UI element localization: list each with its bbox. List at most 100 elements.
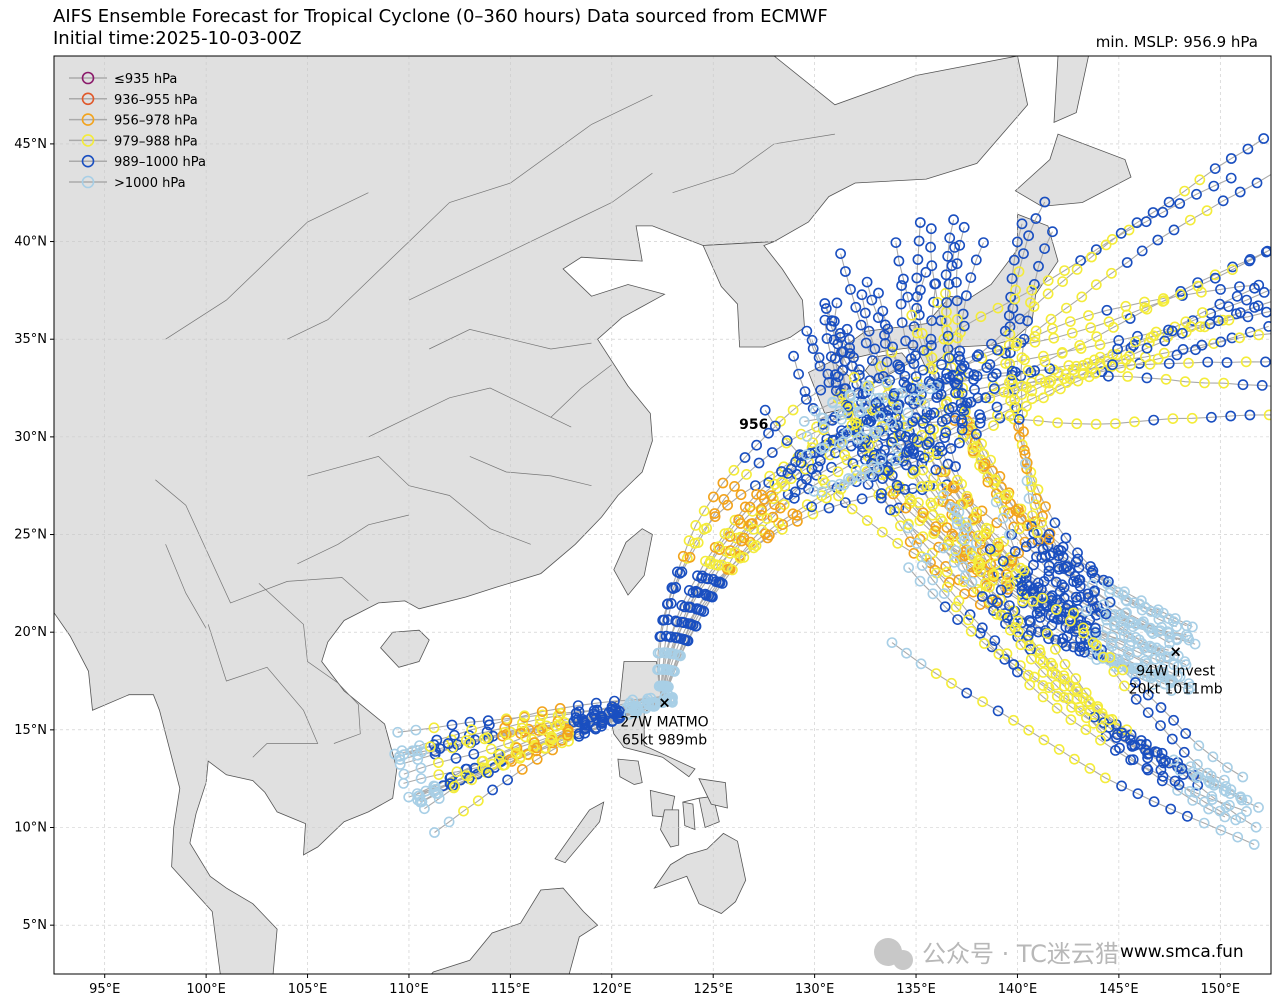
track-point xyxy=(972,392,984,404)
track-point xyxy=(881,356,893,368)
track-point xyxy=(829,352,841,364)
track-point xyxy=(1244,409,1256,421)
track-point xyxy=(515,751,527,763)
track-point xyxy=(1198,817,1210,829)
track-point xyxy=(946,528,958,540)
track-point xyxy=(672,566,683,578)
track-point xyxy=(1215,336,1227,348)
storm-info: 65kt 989mb xyxy=(622,733,707,749)
track-point xyxy=(1022,630,1034,642)
track-point xyxy=(818,422,830,434)
track-point xyxy=(940,427,952,439)
track-point xyxy=(1035,654,1046,666)
track-point xyxy=(511,742,523,754)
track-point xyxy=(801,473,812,485)
track-point xyxy=(1027,510,1038,521)
track-point xyxy=(1043,682,1055,693)
track-point xyxy=(759,404,771,416)
track-point xyxy=(723,527,734,539)
track-point xyxy=(1092,701,1104,712)
track-point xyxy=(519,710,530,722)
track-point xyxy=(1050,643,1061,655)
track-point xyxy=(1160,373,1172,385)
track-point xyxy=(942,581,953,593)
track-point xyxy=(1049,517,1061,529)
track-point xyxy=(997,555,1009,567)
track-point xyxy=(1125,754,1137,766)
track-point xyxy=(415,773,427,784)
track-point xyxy=(979,638,990,649)
border-line xyxy=(258,583,361,744)
track-point xyxy=(915,658,927,670)
track-point xyxy=(1101,304,1113,316)
track-point xyxy=(918,344,930,356)
track-point xyxy=(702,573,714,585)
track-point xyxy=(398,768,410,780)
track-point xyxy=(923,436,935,448)
track-point xyxy=(878,392,889,404)
track-point xyxy=(977,696,988,708)
track-point xyxy=(1080,687,1092,699)
track-point xyxy=(1002,612,1013,624)
track-point xyxy=(807,402,819,414)
track-point xyxy=(1023,230,1034,242)
land-layer xyxy=(54,56,1132,974)
track-point xyxy=(941,566,953,578)
track-point xyxy=(809,405,821,417)
land-korea xyxy=(702,241,805,348)
lat-tick-label: 40°N xyxy=(14,235,47,250)
track-point xyxy=(1008,714,1019,726)
track-point xyxy=(389,748,401,760)
track-point xyxy=(1240,356,1252,368)
track-point xyxy=(1253,802,1264,813)
track-point xyxy=(1261,306,1271,318)
track-point xyxy=(1051,702,1063,714)
track-point xyxy=(850,301,862,313)
track-point xyxy=(1189,638,1201,650)
track-point xyxy=(1090,622,1101,634)
ensemble-track xyxy=(945,247,1196,645)
track-point xyxy=(887,488,899,500)
track-point xyxy=(950,461,961,472)
track-point xyxy=(935,315,947,327)
track-point xyxy=(876,488,887,499)
track-point xyxy=(665,648,677,659)
border-line xyxy=(307,456,531,545)
track-point xyxy=(708,491,719,503)
track-point xyxy=(517,717,528,729)
track-point xyxy=(927,574,939,586)
track-point xyxy=(900,502,912,514)
track-point xyxy=(1022,364,1034,376)
track-point xyxy=(870,428,882,439)
track-point xyxy=(1168,224,1180,236)
track-point xyxy=(835,331,846,343)
track-point xyxy=(1046,590,1058,602)
track-point xyxy=(1220,781,1232,792)
track-point xyxy=(1166,325,1178,337)
track-point xyxy=(971,428,982,440)
track-point xyxy=(989,474,1001,485)
track-point xyxy=(941,368,953,379)
track-point xyxy=(840,266,851,277)
legend-label: 979–988 hPa xyxy=(114,134,198,149)
lat-tick-label: 45°N xyxy=(14,137,47,152)
track-point xyxy=(834,405,845,417)
track-point xyxy=(1029,499,1041,511)
track-point xyxy=(1148,796,1160,808)
track-point xyxy=(763,529,775,541)
track-point xyxy=(1013,413,1025,425)
track-point xyxy=(807,437,819,449)
track-point xyxy=(746,518,758,529)
track-point xyxy=(1129,416,1140,428)
legend-marker xyxy=(81,113,95,126)
lat-tick-label: 35°N xyxy=(14,332,47,347)
track-point xyxy=(1022,315,1033,327)
track-point xyxy=(729,514,741,526)
track-point xyxy=(927,547,938,559)
track-point xyxy=(735,489,747,501)
track-point xyxy=(964,609,976,621)
track-point xyxy=(1064,316,1076,327)
track-point xyxy=(659,680,670,692)
track-point xyxy=(690,620,701,632)
track-point xyxy=(1104,652,1116,663)
